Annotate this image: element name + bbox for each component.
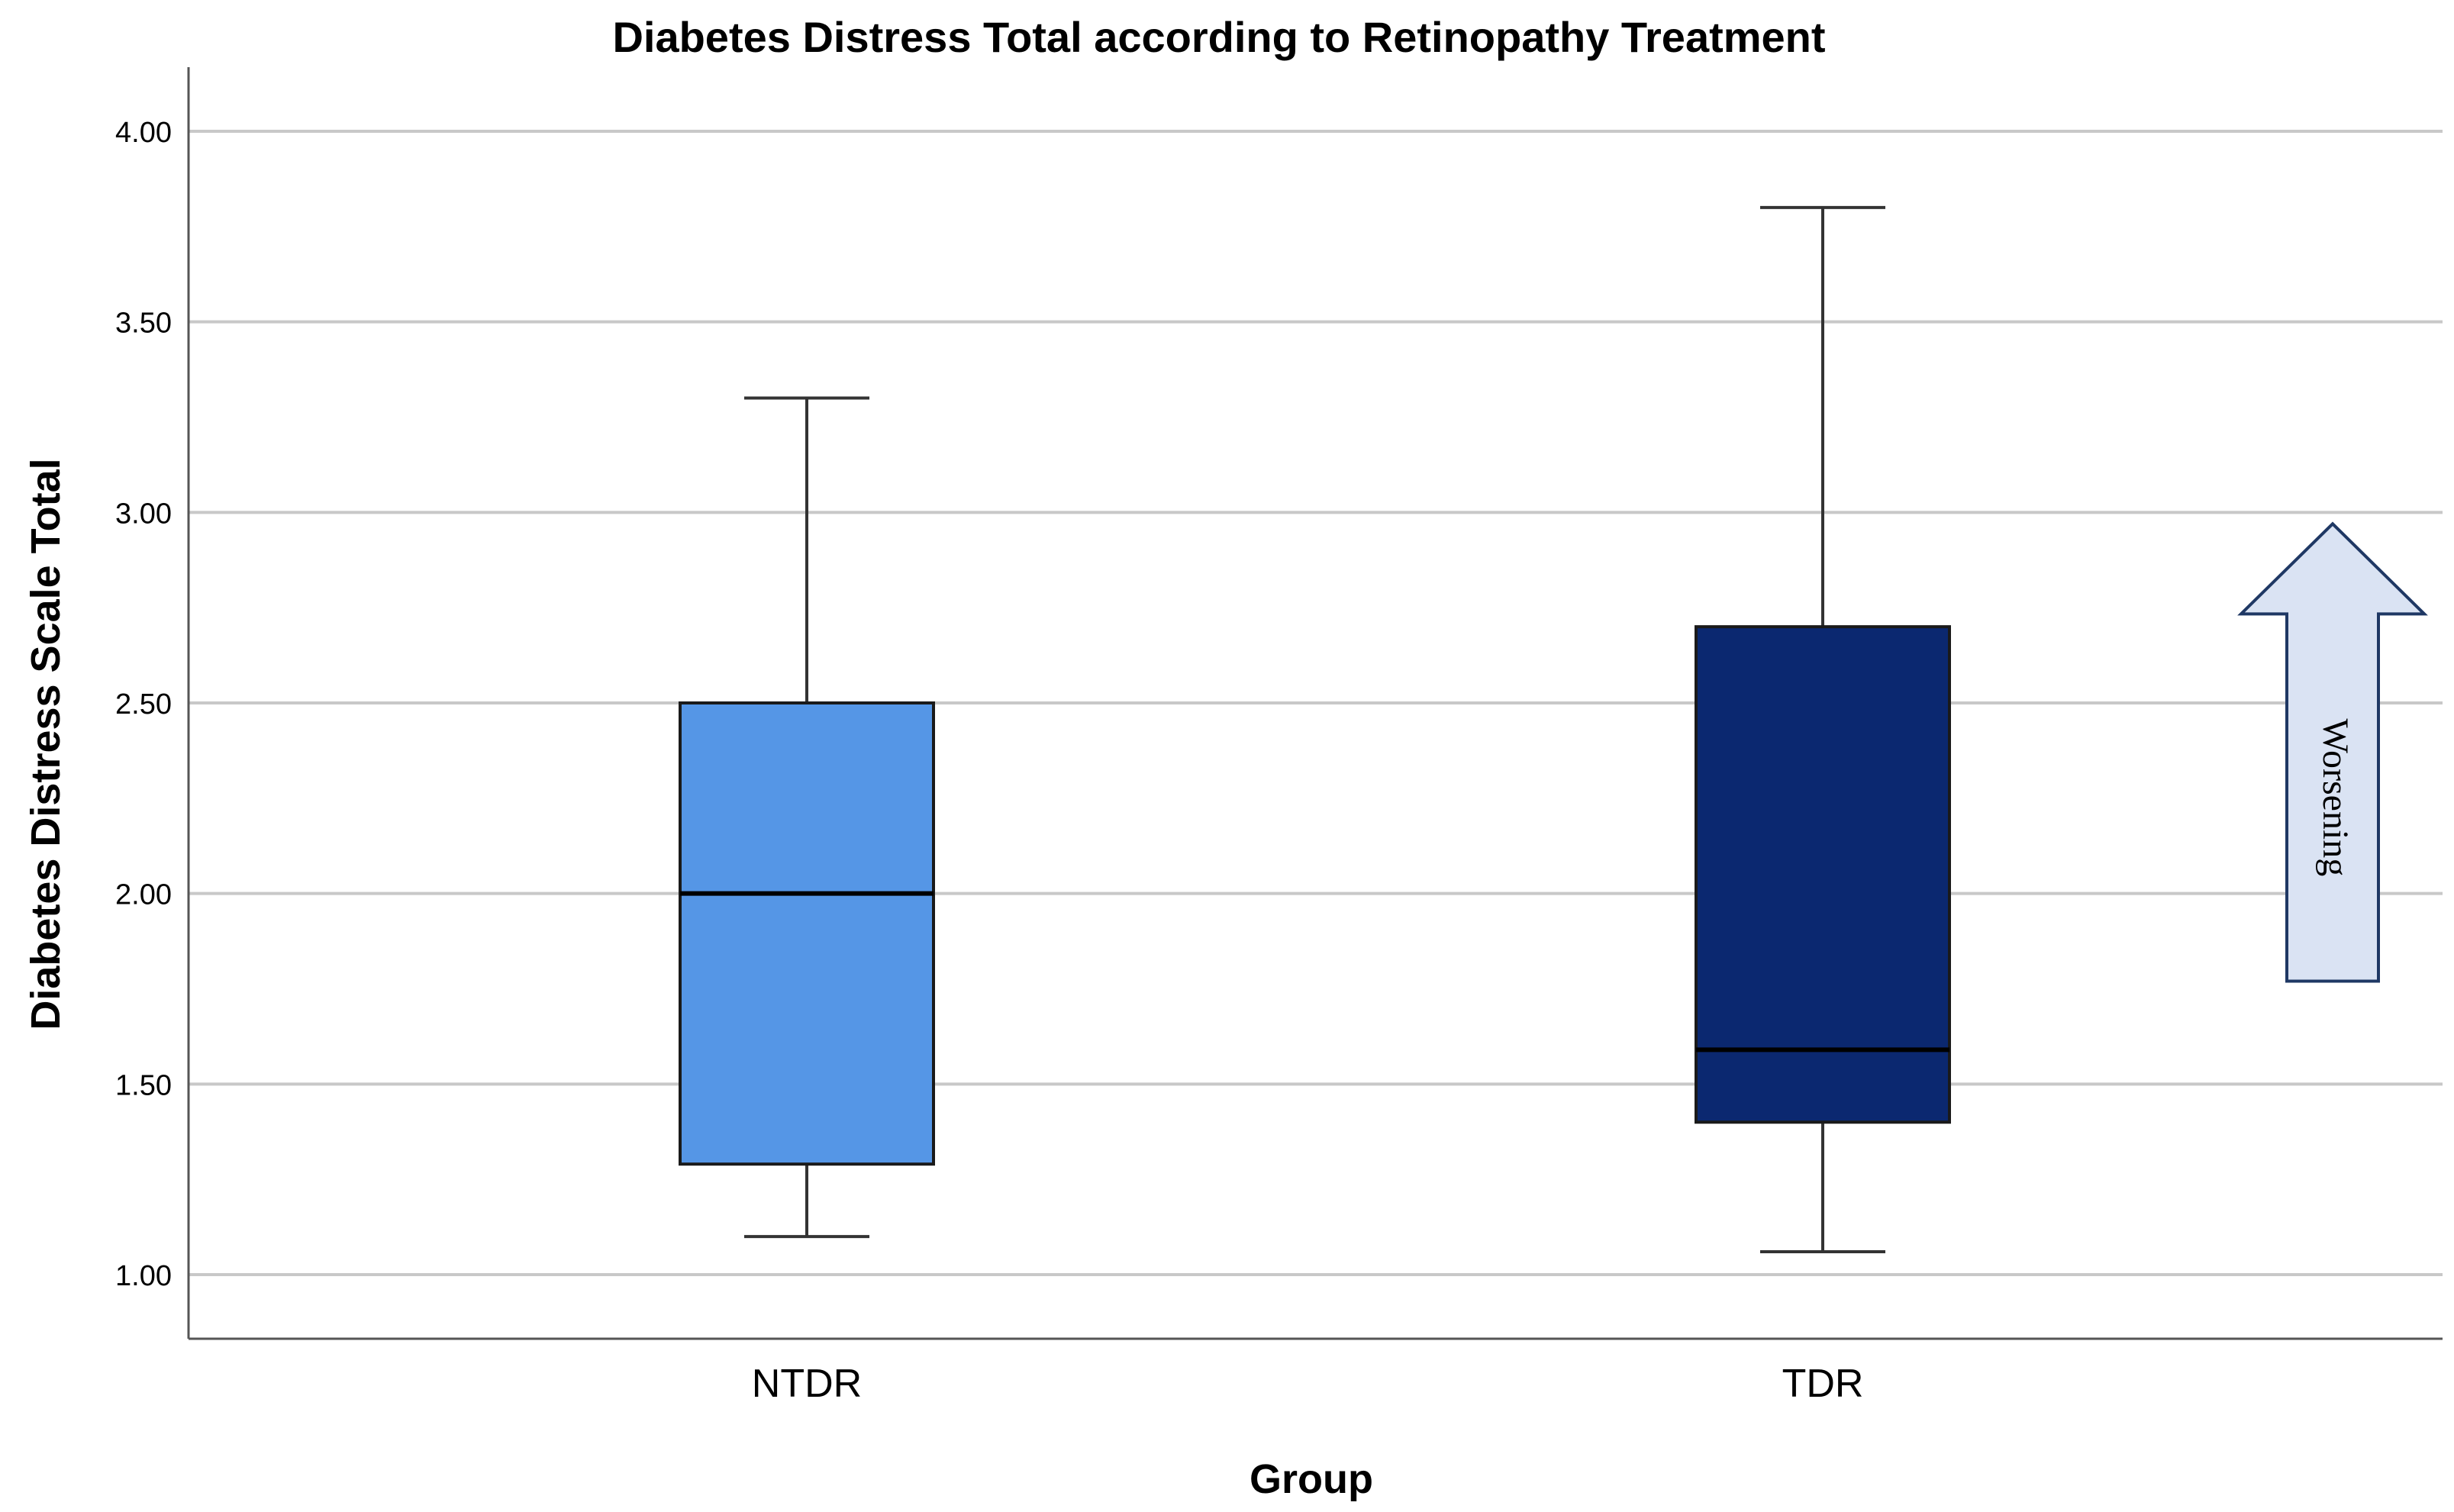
y-tick-label-1: 1.50	[115, 1069, 172, 1101]
y-tick-label-2: 2.00	[115, 879, 172, 911]
box-group-ntdr	[679, 396, 935, 1239]
y-tick-label-4: 3.00	[115, 498, 172, 530]
y-tick-label-3: 2.50	[115, 688, 172, 721]
worsening-label: Worsening	[2315, 719, 2356, 877]
box-group-tdr	[1695, 205, 1951, 1254]
x-axis-tick-labels: NTDR TDR	[752, 1362, 1864, 1406]
y-axis-title: Diabetes Distress Scale Total	[23, 458, 69, 1030]
gridlines	[189, 130, 2443, 1276]
x-tick-label-tdr: TDR	[1782, 1362, 1864, 1406]
worsening-annotation: Worsening	[2237, 521, 2428, 983]
boxes	[679, 205, 1951, 1254]
chart-title: Diabetes Distress Total according to Ret…	[612, 13, 1825, 61]
y-tick-label-0: 1.00	[115, 1260, 172, 1292]
iqr-box-tdr	[1695, 625, 1951, 1124]
worsening-arrow-shape	[2237, 521, 2428, 983]
iqr-box-ntdr	[679, 701, 935, 1166]
x-axis-title: Group	[1250, 1456, 1373, 1502]
y-tick-label-5: 3.50	[115, 308, 172, 340]
x-tick-label-ntdr: NTDR	[752, 1362, 862, 1406]
y-tick-label-6: 4.00	[115, 117, 172, 149]
y-axis-tick-labels: 1.00 1.50 2.00 2.50 3.00 3.50 4.00	[115, 117, 172, 1292]
